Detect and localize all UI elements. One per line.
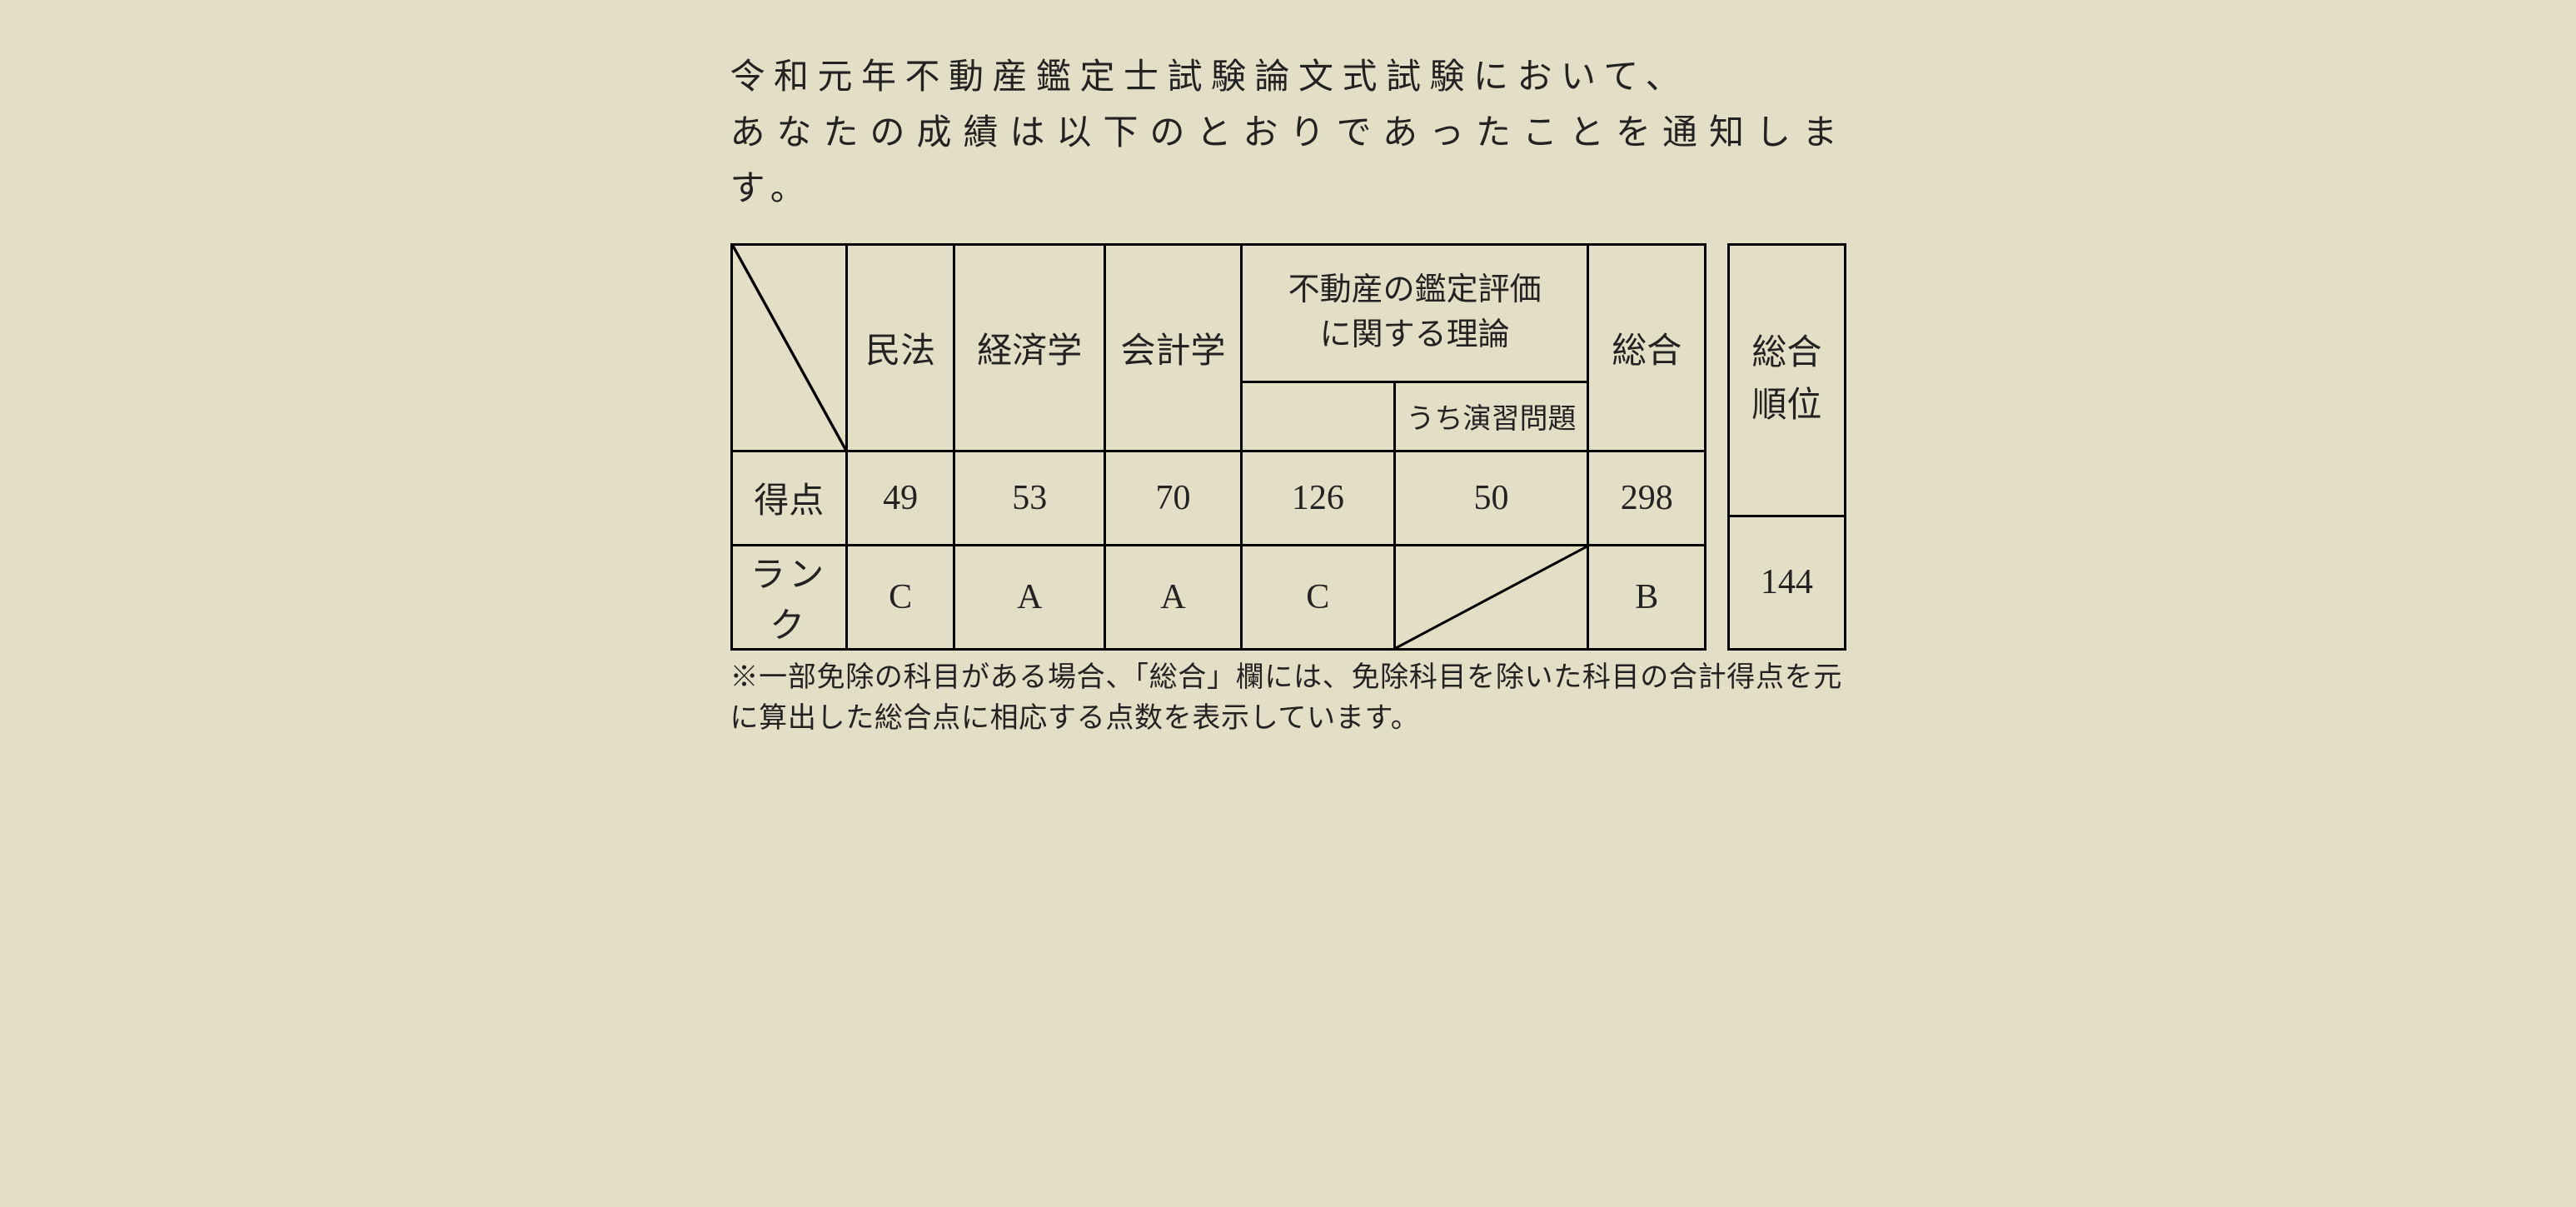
intro-text: 令和元年不動産鑑定士試験論文式試験において、 あなたの成績は以下のとおりであった… <box>730 50 1846 218</box>
footnote-text: ※一部免除の科目がある場合、「総合」欄には、免除科目を除いた科目の合計得点を元に… <box>730 657 1846 740</box>
rank-theory-sub-diagonal <box>1394 545 1588 649</box>
score-kaikei: 70 <box>1105 451 1242 545</box>
score-theory-main: 126 <box>1241 451 1394 545</box>
score-theory-sub: 50 <box>1394 451 1588 545</box>
rank-minpo: C <box>846 545 954 649</box>
rank-theory-main: C <box>1241 545 1394 649</box>
header-kaikei: 会計学 <box>1105 244 1242 451</box>
header-theory-group: 不動産の鑑定評価に関する理論 <box>1241 244 1587 382</box>
header-theory-main-empty <box>1241 382 1394 451</box>
intro-line-1: 令和元年不動産鑑定士試験論文式試験において、 <box>730 58 1690 97</box>
score-keizai: 53 <box>954 451 1105 545</box>
score-table: 民法 経済学 会計学 不動産の鑑定評価に関する理論 総合 うち演習問題 得点 4… <box>730 243 1707 651</box>
header-theory-sub: うち演習問題 <box>1394 382 1588 451</box>
rank-sogo: B <box>1588 545 1706 649</box>
tables-wrapper: 民法 経済学 会計学 不動産の鑑定評価に関する理論 総合 うち演習問題 得点 4… <box>730 243 1846 651</box>
header-sogo-juni-text: 総合順位 <box>1751 334 1821 425</box>
score-minpo: 49 <box>846 451 954 545</box>
header-sogo: 総合 <box>1588 244 1706 451</box>
header-sogo-juni: 総合順位 <box>1729 244 1845 516</box>
rank-keizai: A <box>954 545 1105 649</box>
overall-rank-table: 総合順位 144 <box>1727 243 1846 651</box>
rank-kaikei: A <box>1105 545 1242 649</box>
intro-line-2: あなたの成績は以下のとおりであったことを通知します。 <box>730 114 1846 208</box>
corner-diagonal-cell <box>731 244 846 451</box>
row-label-rank: ランク <box>731 545 846 649</box>
header-minpo: 民法 <box>846 244 954 451</box>
row-label-score: 得点 <box>731 451 846 545</box>
score-sogo: 298 <box>1588 451 1706 545</box>
overall-rank-value: 144 <box>1729 516 1845 649</box>
document-page: 令和元年不動産鑑定士試験論文式試験において、 あなたの成績は以下のとおりであった… <box>664 0 1913 789</box>
header-keizai: 経済学 <box>954 244 1105 451</box>
